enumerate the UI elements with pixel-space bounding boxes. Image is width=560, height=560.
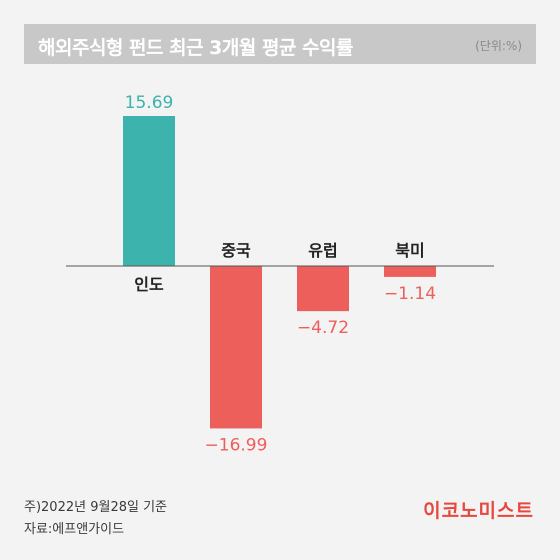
value-label-1: −16.99 (205, 435, 268, 455)
value-label-0: 15.69 (125, 93, 174, 113)
footnote: 주)2022년 9월28일 기준 (24, 500, 167, 515)
category-label-3: 북미 (395, 241, 424, 260)
chart-title: 해외주식형 펀드 최근 3개월 평균 수익률 (38, 37, 353, 59)
bar-3 (384, 266, 436, 277)
title-bar: 해외주식형 펀드 최근 3개월 평균 수익률 (단위:%) (24, 24, 536, 64)
unit-label: (단위:%) (475, 39, 522, 53)
bar-0 (123, 116, 175, 266)
value-label-3: −1.14 (384, 284, 436, 304)
brand-logo: 이코노미스트 (423, 500, 534, 522)
bar-2 (297, 266, 349, 312)
bar-1 (210, 266, 262, 429)
category-label-0: 인도 (134, 275, 164, 294)
category-label-2: 유럽 (308, 241, 337, 260)
category-label-1: 중국 (221, 241, 251, 260)
value-label-2: −4.72 (297, 318, 349, 338)
source-note: 자료:에프앤가이드 (24, 522, 125, 537)
